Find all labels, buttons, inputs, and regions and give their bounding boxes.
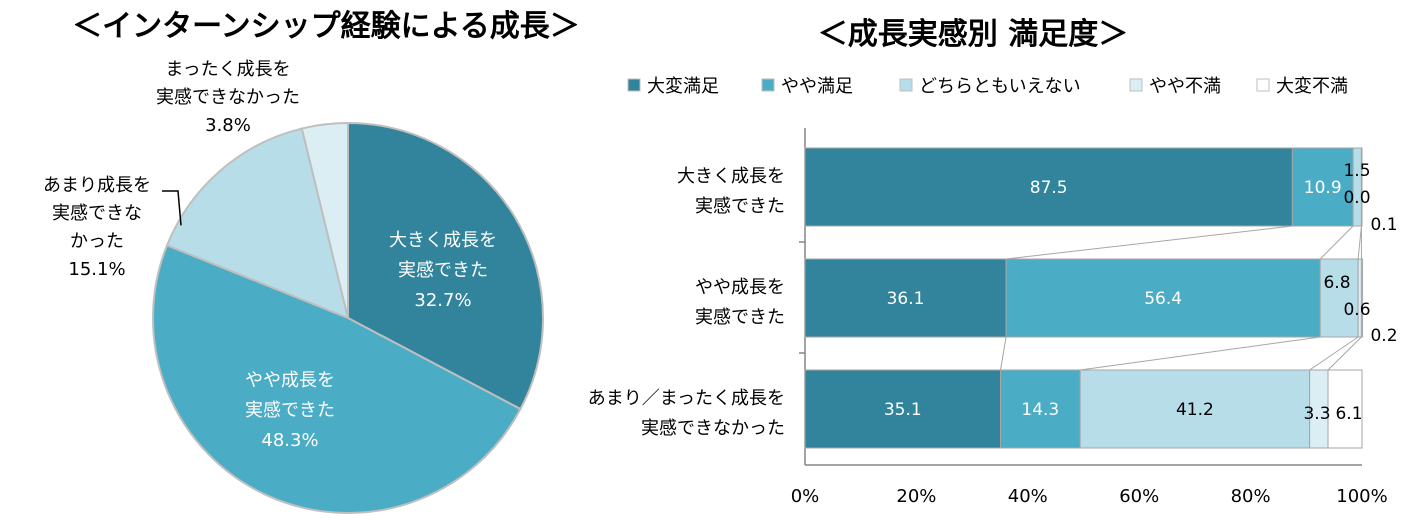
bar-segment-0-0: [804, 147, 1293, 227]
pie-slice-label-2: 実感できな: [52, 203, 142, 224]
bar-segment-0-1: [1291, 147, 1354, 227]
pie-slice-label-2: かった: [70, 231, 124, 252]
series-connector-1-3: [1327, 336, 1362, 371]
category-label-2: 実感できなかった: [641, 418, 785, 439]
bar-segment-1-4: [1360, 258, 1364, 338]
pie-leader-line: [162, 190, 182, 226]
pie-slice-pct-3: 3.8%: [205, 115, 251, 136]
data-label-0-0: 87.5: [1030, 178, 1068, 198]
legend-swatch-1: [761, 78, 775, 92]
pie-slice-1: [152, 243, 522, 514]
data-label-0-1: 10.9: [1304, 178, 1342, 198]
pie-slice-label-0: 大きく成長を: [389, 230, 497, 251]
pie-labels: 大きく成長を実感できた32.7%やや成長を実感できた48.3%あまり成長を実感で…: [43, 59, 497, 451]
x-tick-label-1: 20%: [896, 486, 936, 507]
data-label-0-2: 1.5: [1343, 161, 1370, 181]
x-tick-label-5: 100%: [1336, 486, 1387, 507]
bar-segment-1-0: [804, 258, 1007, 338]
bar-segment-1-1: [1005, 258, 1321, 338]
x-tick-label-3: 60%: [1119, 486, 1159, 507]
bar-title: ＜成長実感別 満足度＞: [818, 17, 1128, 52]
pie-slice-label-3: まったく成長を: [165, 59, 290, 80]
data-label-2-0: 35.1: [884, 400, 922, 420]
data-label-1-4: 0.2: [1370, 326, 1397, 346]
data-label-1-2: 6.8: [1323, 273, 1350, 293]
bar-segment-1-2: [1319, 258, 1359, 338]
pie-slice-0: [347, 121, 544, 411]
category-label-0: 実感できた: [695, 196, 785, 217]
bar-segment-0-2: [1352, 147, 1362, 227]
bar-segment-1-3: [1357, 258, 1362, 338]
pie-slice-2: [165, 127, 350, 320]
series-connector-1-0: [1000, 336, 1007, 371]
legend-swatch-3: [1129, 78, 1143, 92]
pie-slice-label-1: 実感できた: [245, 400, 335, 421]
legend-swatch-4: [1256, 78, 1270, 92]
pie-chart: [152, 121, 544, 514]
category-label-1: 実感できた: [695, 307, 785, 328]
data-label-2-4: 6.1: [1335, 404, 1362, 424]
legend-swatch-2: [899, 78, 913, 92]
x-tick-label-2: 40%: [1008, 486, 1048, 507]
pie-slice-pct-1: 48.3%: [261, 430, 318, 451]
legend-swatch-0: [627, 78, 641, 92]
x-tick-label-4: 80%: [1231, 486, 1271, 507]
series-connector-1-1: [1080, 336, 1321, 371]
pie-title: ＜インターンシップ経験による成長＞: [72, 9, 580, 44]
data-label-2-3: 3.3: [1303, 404, 1330, 424]
data-label-1-1: 56.4: [1144, 289, 1182, 309]
bar-segment-2-4: [1327, 369, 1363, 449]
pie-slice-label-2: あまり成長を: [43, 175, 151, 196]
pie-slice-3: [300, 121, 349, 319]
data-label-1-0: 36.1: [887, 289, 925, 309]
stacked-bar-chart: 0% 20% 40% 60% 80% 100%大きく成長を実感できたやや成長を実感できたあ…: [588, 128, 1398, 507]
data-label-1-3: 0.6: [1343, 300, 1370, 320]
pie-slice-label-0: 実感できた: [398, 260, 488, 281]
pie-slice-pct-0: 32.7%: [414, 290, 471, 311]
series-connector-0-2: [1357, 225, 1362, 260]
legend-label-0: 大変満足: [647, 76, 719, 97]
category-label-0: 大きく成長を: [677, 166, 785, 187]
bar-segment-2-0: [804, 369, 1002, 449]
data-label-0-4: 0.1: [1370, 215, 1397, 235]
x-tick-label-0: 0%: [791, 486, 820, 507]
data-label-2-2: 41.2: [1176, 400, 1214, 420]
pie-slice-label-3: 実感できなかった: [156, 87, 300, 108]
data-label-2-1: 14.3: [1021, 400, 1059, 420]
legend-label-2: どちらともいえない: [919, 76, 1081, 97]
pie-slice-pct-2: 15.1%: [68, 259, 125, 280]
series-connector-0-1: [1319, 225, 1354, 260]
series-connector-0-0: [1006, 225, 1293, 260]
legend-label-4: 大変不満: [1276, 76, 1348, 97]
category-label-2: あまり／まったく成長を: [588, 388, 785, 409]
pie-slice-label-1: やや成長を: [245, 370, 335, 391]
bar-segment-2-2: [1079, 369, 1311, 449]
legend-label-3: やや不満: [1149, 76, 1221, 97]
bar-segment-2-1: [1000, 369, 1081, 449]
bar-legend: 大変満足 やや満足 どちらともいえない やや不満 大変不満: [627, 76, 1348, 97]
data-label-0-3: 0.0: [1343, 188, 1370, 208]
bar-segment-0-4: [1360, 147, 1363, 227]
legend-label-1: やや満足: [781, 76, 853, 97]
category-label-1: やや成長を: [695, 277, 785, 298]
series-connector-1-2: [1309, 336, 1359, 371]
